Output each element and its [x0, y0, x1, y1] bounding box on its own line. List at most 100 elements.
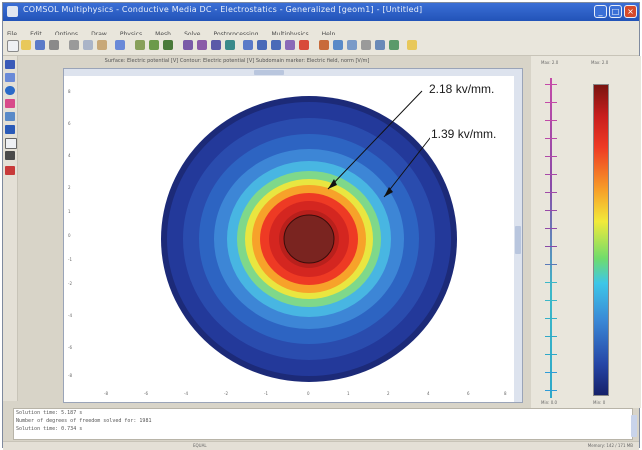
window-title: COMSOL Multiphysics - Conductive Media D… — [23, 5, 423, 14]
maximize-button[interactable]: □ — [609, 5, 622, 18]
cut-icon[interactable] — [69, 40, 79, 50]
menu-multiphysics[interactable]: Multiphysics — [268, 28, 313, 38]
y-tick: 2 — [68, 185, 71, 190]
surface-legend-min: Min: 0 — [593, 400, 606, 405]
conductor-core — [283, 214, 335, 264]
status-mode: EQUAL — [193, 443, 207, 448]
select-icon[interactable] — [333, 40, 343, 50]
refresh-icon[interactable] — [389, 40, 399, 50]
contour-legend-tick — [545, 192, 557, 193]
contour-legend-tick — [545, 390, 557, 391]
line-plot-icon[interactable] — [5, 166, 15, 175]
mesh-icon[interactable] — [149, 40, 159, 50]
contour-legend-tick — [545, 156, 557, 157]
draw-icon[interactable] — [135, 40, 145, 50]
console-scrollbar[interactable] — [631, 415, 637, 437]
y-tick: -1 — [68, 257, 72, 262]
contour-legend-tick — [545, 138, 557, 139]
copy-icon[interactable] — [83, 40, 93, 50]
contour-legend-tick — [545, 228, 557, 229]
vertical-scrollbar[interactable] — [514, 76, 522, 402]
x-tick: 2 — [387, 391, 390, 396]
contour-legend-axis — [550, 78, 552, 398]
boundary-icon[interactable] — [197, 40, 207, 50]
y-tick: -2 — [68, 281, 72, 286]
help-icon[interactable] — [407, 40, 417, 50]
contour-legend-tick — [545, 282, 557, 283]
arrow-plot-icon[interactable] — [5, 112, 15, 121]
pan-icon[interactable] — [347, 40, 357, 50]
legend-pane: Max: 2.0 Max: 2.0 Min: 0.0 Min: 0 — [531, 56, 641, 408]
x-tick: 6 — [467, 391, 470, 396]
minimize-button[interactable]: _ — [594, 5, 607, 18]
vertical-scroll-thumb[interactable] — [515, 226, 521, 254]
message-console: Solution time: 5.187 s Number of degrees… — [13, 408, 633, 440]
menu-file[interactable]: File — [3, 28, 21, 38]
plot-title: Surface: Electric potential [V] Contour:… — [104, 58, 370, 64]
inner-field-annotation: 2.18 kv/mm. — [428, 82, 496, 96]
menu-physics[interactable]: Physics — [116, 28, 146, 38]
postprocess-icon[interactable] — [5, 60, 15, 69]
contour-icon[interactable] — [5, 86, 15, 95]
app-icon — [7, 6, 18, 17]
menu-draw[interactable]: Draw — [87, 28, 111, 38]
draw-line-icon[interactable] — [319, 40, 329, 50]
zoom-out-icon[interactable] — [271, 40, 281, 50]
paste-icon[interactable] — [97, 40, 107, 50]
y-tick: 6 — [68, 121, 71, 126]
menu-solve[interactable]: Solve — [180, 28, 204, 38]
inner-field-arrow-line — [327, 90, 423, 190]
x-tick: -2 — [224, 391, 228, 396]
open-icon[interactable] — [21, 40, 31, 50]
x-tick: -1 — [264, 391, 268, 396]
horizontal-scroll-thumb[interactable] — [254, 70, 284, 75]
menu-options[interactable]: Options — [51, 28, 82, 38]
x-tick: 8 — [504, 391, 507, 396]
menu-mesh[interactable]: Mesh — [151, 28, 175, 38]
title-bar: COMSOL Multiphysics - Conductive Media D… — [3, 3, 639, 21]
menu-postprocessing[interactable]: Postprocessing — [210, 28, 263, 38]
boundary-plot-icon[interactable] — [5, 99, 15, 108]
surface-legend-header: Max: 2.0 — [591, 60, 609, 65]
pointer-icon[interactable] — [299, 40, 309, 50]
contour-legend-tick — [545, 336, 557, 337]
point-icon[interactable] — [211, 40, 221, 50]
zoom-in-icon[interactable] — [257, 40, 267, 50]
outer-field-annotation: 1.39 kv/mm. — [430, 127, 498, 141]
subdomain-icon[interactable] — [183, 40, 193, 50]
blank-icon[interactable] — [5, 138, 17, 149]
plot-area[interactable]: 8 6 4 2 1 0 -1 -2 -4 -6 -8 -8 -6 -4 -2 -… — [63, 68, 523, 403]
horizontal-scrollbar[interactable] — [64, 69, 522, 76]
x-tick: 1 — [347, 391, 350, 396]
console-line: Solution time: 0.734 s — [16, 426, 83, 432]
contour-legend — [545, 78, 559, 398]
menu-bar: File Edit Options Draw Physics Mesh Solv… — [3, 21, 639, 38]
contour-legend-tick — [545, 372, 557, 373]
status-bar: EQUAL Memory: 142 / 171 MB — [3, 441, 639, 450]
print-icon[interactable] — [49, 40, 59, 50]
surface-icon[interactable] — [5, 73, 15, 82]
contour-legend-tick — [545, 84, 557, 85]
snap-icon[interactable] — [375, 40, 385, 50]
streamline-icon[interactable] — [5, 125, 15, 134]
zoom-extents-icon[interactable] — [285, 40, 295, 50]
plot-icon[interactable] — [243, 40, 253, 50]
console-line: Solution time: 5.187 s — [16, 410, 83, 416]
console-line: Number of degrees of freedom solved for:… — [16, 418, 152, 424]
solve-icon[interactable] — [225, 40, 235, 50]
contour-legend-tick — [545, 354, 557, 355]
contour-legend-tick — [545, 210, 557, 211]
camera-icon[interactable] — [5, 151, 15, 160]
new-icon[interactable] — [7, 40, 19, 52]
y-tick: -4 — [68, 313, 72, 318]
close-button[interactable]: × — [624, 5, 637, 18]
contour-legend-tick — [545, 120, 557, 121]
menu-help[interactable]: Help — [318, 28, 340, 38]
grid-icon[interactable] — [361, 40, 371, 50]
undo-icon[interactable] — [115, 40, 125, 50]
save-icon[interactable] — [35, 40, 45, 50]
y-tick: -6 — [68, 345, 72, 350]
x-tick: 0 — [307, 391, 310, 396]
geometry-icon[interactable] — [163, 40, 173, 50]
menu-edit[interactable]: Edit — [26, 28, 46, 38]
